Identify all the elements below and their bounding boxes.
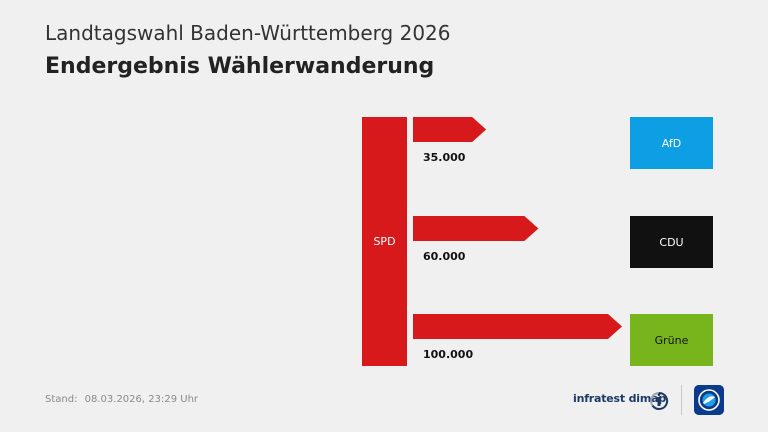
tagesschau-logo-icon (694, 385, 724, 415)
page-supertitle: Landtagswahl Baden-Württemberg 2026 (45, 21, 451, 45)
target-party-label: Grüne (654, 333, 689, 347)
timestamp-label: Stand: (45, 394, 78, 405)
target-party-label: CDU (659, 235, 684, 249)
flow-arrow-shape (413, 314, 622, 339)
flow-arrow-shape (413, 117, 487, 142)
target-party-cdu: CDU (630, 216, 713, 268)
brand-name: infratest dimap (573, 392, 666, 405)
page-title: Endergebnis Wählerwanderung (45, 54, 435, 79)
timestamp-note: Stand: 08.03.2026, 23:29 Uhr (45, 394, 202, 405)
footer-divider (681, 385, 682, 415)
flow-value-label: 35.000 (423, 151, 466, 164)
source-party-bar: SPD (362, 117, 407, 366)
source-party-label: SPD (373, 235, 396, 248)
flow-value-label: 60.000 (423, 250, 466, 263)
target-party-label: AfD (661, 136, 682, 150)
flow-arrow-shape (413, 216, 539, 241)
infratest-dimap-logo-icon (650, 391, 669, 410)
flow-value-label: 100.000 (423, 348, 474, 361)
timestamp-value: 08.03.2026, 23:29 Uhr (84, 394, 199, 405)
target-party-gruene: Grüne (630, 314, 713, 366)
target-party-afd: AfD (630, 117, 713, 169)
